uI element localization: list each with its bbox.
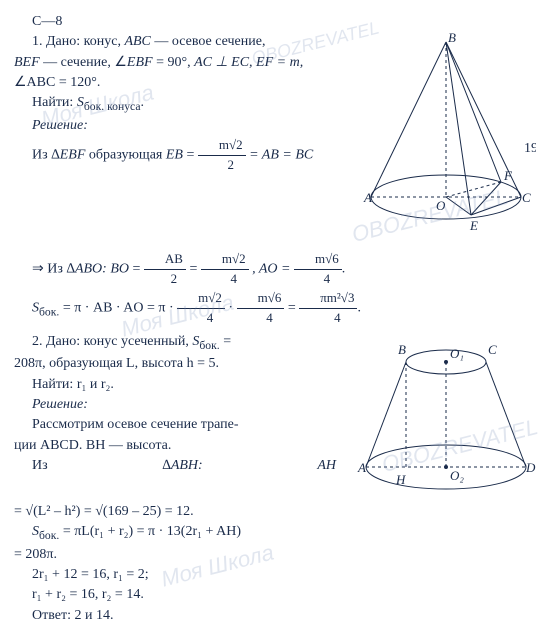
p1-f2a: AB2	[144, 250, 186, 289]
fig2-A: A	[357, 460, 366, 475]
p2-ah: AH	[299, 456, 336, 476]
fig1-A: A	[363, 190, 372, 205]
p1-s1b: EBF	[60, 148, 86, 163]
problem-1: 1. Дано: конус, ABC — осевое сечение, BE…	[14, 32, 536, 232]
p2-sol1b: ции ABCD. BH — высота.	[14, 436, 356, 456]
figure-cone: A B C E F O 19	[356, 32, 536, 232]
p1-f2c-d: 4	[294, 270, 342, 289]
p1-f3c-d: 4	[299, 309, 357, 328]
p2-g1: 2. Дано: конус усеченный,	[32, 334, 192, 349]
p2-sl-s: S	[32, 524, 39, 539]
p1-f3c: πm²√34	[299, 289, 357, 328]
p2-sl2: = 208π.	[14, 545, 536, 565]
p2-sol: Решение:	[32, 397, 88, 412]
p2-r2: r₁ + r₂ = 16, r₂ = 14.	[14, 585, 536, 605]
p2-ans: Ответ: 2 и 14.	[14, 606, 536, 626]
p1-s1a: Из ∆	[32, 148, 60, 163]
p1-eq2: =	[129, 262, 144, 277]
p1-f3a-d: 4	[177, 309, 225, 328]
p1-find-sub: бок. конуса	[84, 100, 141, 113]
page-num: 19	[524, 141, 536, 156]
fig1-C: C	[522, 190, 531, 205]
p1-eq4: =	[288, 301, 299, 316]
p1-abc: ABC	[124, 34, 150, 49]
p1-f2a-n: AB	[144, 250, 186, 270]
p1-f2b-d: 4	[201, 270, 249, 289]
p1-f3a-n: m√2	[177, 289, 225, 309]
p1-s1c: образующая	[85, 148, 165, 163]
p2-s-sub: бок.	[199, 338, 219, 351]
p1-g2d: = 90°,	[153, 55, 195, 70]
p2-iz: Из	[14, 456, 48, 476]
p2-g2: 208π, образующая L, высота h = 5.	[14, 354, 356, 374]
p1-f2b-n: m√2	[201, 250, 249, 270]
p1-sbok: Sбок. = π · AB · AO = π · m√24 · m√64 = …	[14, 289, 536, 328]
p2-sl-sub: бок.	[39, 529, 59, 542]
p1-s-sub: бок.	[39, 305, 59, 318]
p2-g1b: =	[220, 334, 231, 349]
header-line: С—8	[14, 12, 536, 32]
p1-frac1-den: 2	[198, 156, 246, 175]
p1-given1b: — осевое сечение,	[151, 34, 266, 49]
p2-sl-eq: = πL(r₁ + r₂) = π · 13(2r₁ + AH)	[59, 524, 241, 539]
fig2-D: D	[525, 460, 536, 475]
p1-given1: 1. Дано: конус,	[32, 34, 124, 49]
p1-g2e: AC ⊥ EC, EF = m,	[194, 55, 303, 70]
p1-f2b: m√24	[201, 250, 249, 289]
p2-sol1: Рассмотрим осевое сечение трапе-	[14, 415, 356, 435]
problem-2: 2. Дано: конус усеченный, Sбок. = 208π, …	[14, 332, 536, 502]
p2-r1: 2r₁ + 12 = 16, r₁ = 2;	[14, 565, 536, 585]
fig2-O1: O₁	[450, 346, 464, 361]
p1-find-s: S	[77, 95, 84, 110]
p1-line-bo: ⇒ Из ∆ABO: BO = AB2 = m√24 , AO = m√64.	[14, 250, 536, 289]
p2-tri: ∆ABH:	[144, 456, 202, 476]
p1-f2a-d: 2	[144, 270, 186, 289]
fig2-H: H	[395, 472, 406, 487]
p2-find: Найти: r₁ и r₂.	[14, 375, 356, 395]
p1-eq1: =	[183, 148, 198, 163]
p2-izline: Из ∆ABH: AH	[14, 456, 356, 476]
fig1-E: E	[469, 218, 478, 232]
p1-dot: ·	[228, 301, 236, 316]
p1-arrow: ⇒ Из ∆	[32, 262, 75, 277]
p1-s: S	[32, 301, 39, 316]
p1-sol: Решение:	[32, 118, 88, 133]
p1-eq3: =	[189, 262, 200, 277]
p1-f2c: m√64	[294, 250, 342, 289]
figure-frustum: A B C D H O₁ O₂	[356, 332, 536, 502]
fig1-F: F	[503, 168, 513, 183]
p1-f3b: m√64	[237, 289, 285, 328]
p1-f3b-n: m√6	[237, 289, 285, 309]
p2-eqline: = √(L² – h²) = √(169 – 25) = 12.	[14, 502, 536, 522]
p1-eb: EB	[166, 148, 183, 163]
p1-find: Найти:	[32, 95, 77, 110]
fig1-B: B	[448, 32, 456, 45]
p1-abo: ABO: BO	[75, 262, 129, 277]
p1-f3a: m√24	[177, 289, 225, 328]
p1-frac1: m√22	[198, 136, 246, 175]
p1-g2a: BEF	[14, 55, 40, 70]
p1-g2c: EBF	[127, 55, 153, 70]
p1-s1d: = AB = BC	[249, 148, 313, 163]
p1-frac1-num: m√2	[198, 136, 246, 156]
fig2-C: C	[488, 342, 497, 357]
p1-f3c-n: πm²√3	[299, 289, 357, 309]
p1-ao: , AO =	[252, 262, 294, 277]
p1-g2b: — сечение, ∠	[40, 55, 127, 70]
p1-f2c-n: m√6	[294, 250, 342, 270]
p1-g3: ∠ABC = 120°.	[14, 73, 356, 93]
p1-s-eq: = π · AB · AO = π ·	[59, 301, 177, 316]
p1-f3b-d: 4	[237, 309, 285, 328]
fig2-O2: O₂	[450, 468, 464, 483]
fig2-B: B	[398, 342, 406, 357]
fig1-O: O	[436, 198, 446, 213]
